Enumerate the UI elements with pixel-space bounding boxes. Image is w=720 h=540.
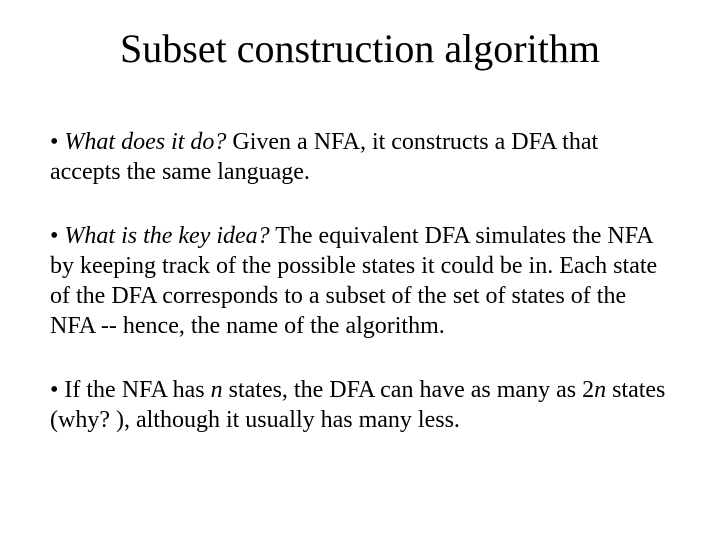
bullet-marker: • [50,377,64,403]
bullet-1: • What does it do? Given a NFA, it const… [50,127,670,187]
bullet-1-emphasis: What does it do? [64,129,226,155]
bullet-marker: • [50,129,64,155]
slide-title: Subset construction algorithm [50,25,670,72]
bullet-3-n1: n [211,377,223,403]
bullet-3-mid: states, the DFA can have as many as 2 [223,377,594,403]
bullet-2-emphasis: What is the key idea? [64,223,269,249]
bullet-marker: • [50,223,64,249]
bullet-2: • What is the key idea? The equivalent D… [50,221,670,341]
bullet-3: • If the NFA has n states, the DFA can h… [50,375,670,435]
slide: Subset construction algorithm • What doe… [0,0,720,540]
bullet-3-n2: n [594,377,606,403]
bullet-3-pre: If the NFA has [64,377,210,403]
